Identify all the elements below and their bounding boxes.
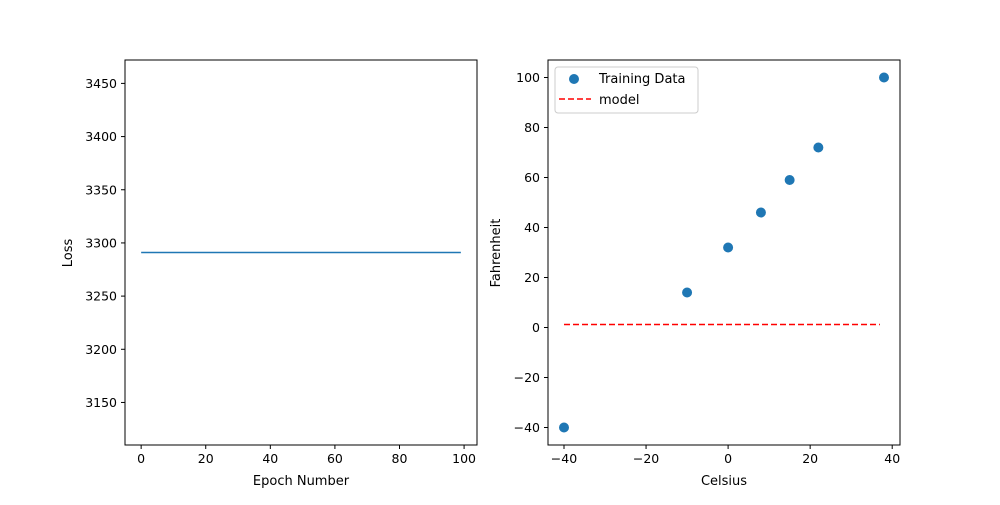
loss-y-tick-label: 3250 (85, 289, 117, 304)
loss-y-tick-label: 3150 (85, 395, 117, 410)
legend-training-data-label: Training Data (598, 72, 685, 87)
temperature-y-tick-label: −20 (514, 370, 540, 385)
temperature-data-point (682, 287, 693, 298)
loss-x-tick-label: 20 (198, 451, 214, 466)
loss-x-tick-label: 60 (327, 451, 343, 466)
loss-x-tick-label: 80 (392, 451, 408, 466)
temperature-x-tick-label: −40 (551, 451, 577, 466)
legend-training-data-marker (569, 74, 579, 84)
temperature-plot-frame (547, 59, 901, 446)
temperature-y-axis-title: Fahrenheit (489, 219, 504, 288)
temperature-data-point (784, 175, 795, 185)
loss-y-tick-label: 3350 (85, 182, 117, 197)
temperature-y-tick-label: −40 (514, 420, 540, 435)
temperature-y-tick-label: 20 (524, 270, 540, 285)
loss-x-axis-title: Epoch Number (253, 474, 350, 489)
temperature-x-axis-title: Celsius (701, 474, 747, 489)
loss-y-axis-title: Loss (61, 239, 76, 268)
legend-box (554, 66, 699, 114)
temperature-x-tick-label: 20 (802, 451, 818, 466)
temperature-y-tick-label: 60 (524, 170, 540, 185)
temperature-x-tick-label: 40 (884, 451, 900, 466)
loss-chart: 0 20 40 60 80 100 3150 3200 3250 3300 3350 3400 345… (61, 59, 478, 489)
temperature-data-point (813, 142, 824, 153)
temperature-x-axis: −40 −20 0 20 40 (551, 445, 900, 466)
temperature-x-tick-label: 0 (724, 451, 732, 466)
loss-x-tick-label: 40 (262, 451, 278, 466)
loss-x-tick-label: 100 (452, 451, 476, 466)
loss-y-axis: 3150 3200 3250 3300 3350 3400 3450 (85, 76, 125, 410)
loss-y-tick-label: 3200 (85, 342, 117, 357)
loss-plot-frame (124, 59, 478, 446)
temperature-data-point (559, 422, 569, 433)
temperature-data-point (755, 207, 766, 218)
temperature-chart: −40 −20 0 20 40 −40 −20 0 20 40 60 80 100 Celsius F… (489, 59, 901, 489)
temperature-data-point (723, 242, 734, 253)
loss-y-tick-label: 3300 (85, 235, 117, 250)
temperature-y-tick-label: 0 (532, 320, 540, 335)
legend-model-label: model (599, 93, 639, 108)
temperature-y-axis: −40 −20 0 20 40 60 80 100 (514, 70, 548, 435)
temperature-y-tick-label: 80 (524, 120, 540, 135)
loss-x-tick-label: 0 (137, 451, 145, 466)
loss-y-tick-label: 3450 (85, 76, 117, 91)
temperature-x-tick-label: −20 (633, 451, 659, 466)
loss-x-axis: 0 20 40 60 80 100 (137, 445, 476, 466)
temperature-data-point (879, 72, 889, 83)
temperature-y-tick-label: 40 (524, 220, 540, 235)
legend: Training Data model (554, 66, 699, 114)
temperature-plot-content (559, 72, 889, 433)
temperature-y-tick-label: 100 (516, 70, 540, 85)
loss-y-tick-label: 3400 (85, 129, 117, 144)
